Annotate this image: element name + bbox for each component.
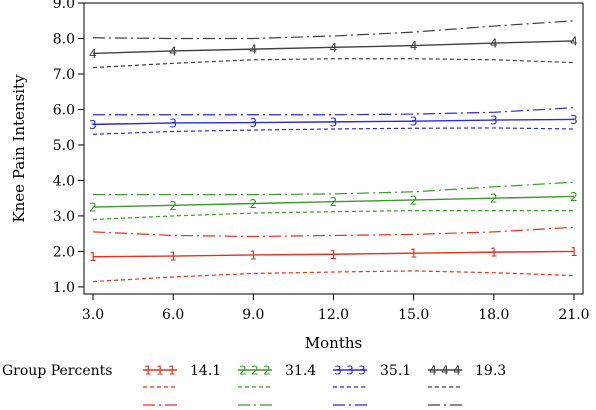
series-marker: 2 xyxy=(169,199,177,213)
legend-marker: 1 xyxy=(156,364,164,378)
legend-entry: 4 4 4 19.3 xyxy=(428,363,506,406)
series-upper-line xyxy=(92,20,575,40)
x-tick-label: 9.0 xyxy=(242,307,264,323)
series-upper-line xyxy=(92,226,575,238)
legend-marker: 2 xyxy=(263,364,271,378)
series-marker: 4 xyxy=(89,47,97,61)
series-marker: 1 xyxy=(169,250,177,264)
legend: Group Percents 1 1 1 14.1 2 2 2 31.4 3 3 3 35.1 4 4 4 1… xyxy=(2,363,506,406)
series-marker: 3 xyxy=(330,115,338,129)
series-line xyxy=(92,195,575,208)
series-group-4: 4 4 4 4 4 4 4 xyxy=(89,20,578,69)
legend-marker: 1 xyxy=(144,364,152,378)
x-tick-label: 15.0 xyxy=(398,307,429,323)
x-tick-label: 6.0 xyxy=(162,307,184,323)
series-marker: 4 xyxy=(250,43,258,57)
series-group-3: 3 3 3 3 3 3 3 xyxy=(89,107,578,135)
legend-marker: 4 xyxy=(441,364,449,378)
series-marker: 2 xyxy=(570,190,578,204)
legend-series-name: 14.1 xyxy=(190,363,221,379)
series-marker: 3 xyxy=(570,113,578,127)
series-line xyxy=(92,250,575,258)
series-marker: 3 xyxy=(250,116,258,130)
legend-marker: 3 xyxy=(334,364,342,378)
x-tick-label: 3.0 xyxy=(82,307,104,323)
series-marker: 1 xyxy=(89,250,97,264)
series-marker: 1 xyxy=(330,248,338,262)
series-line xyxy=(92,118,575,126)
series-marker: 1 xyxy=(250,248,258,262)
legend-marker: 4 xyxy=(429,364,437,378)
x-tick-label: 12.0 xyxy=(318,307,349,323)
series-marker: 3 xyxy=(490,114,498,128)
x-tick-label: 21.0 xyxy=(558,307,589,323)
y-tick-label: 5.0 xyxy=(53,138,75,154)
legend-marker: 2 xyxy=(239,364,247,378)
y-tick-label: 8.0 xyxy=(53,31,75,47)
series-marker: 4 xyxy=(169,44,177,58)
y-tick-label: 1.0 xyxy=(53,280,75,296)
legend-marker: 2 xyxy=(251,364,259,378)
series-marker: 4 xyxy=(330,41,338,55)
series-upper-line xyxy=(93,181,575,196)
y-tick-label: 3.0 xyxy=(53,209,75,225)
y-tick-label: 2.0 xyxy=(53,244,75,260)
y-tick-label: 6.0 xyxy=(53,102,75,118)
series-lower-line xyxy=(92,58,575,69)
series-marker: 2 xyxy=(490,192,498,206)
series-marker: 3 xyxy=(169,116,177,130)
series-marker: 2 xyxy=(250,197,258,211)
y-tick-label: 7.0 xyxy=(53,67,75,83)
x-axis: 3.0 6.0 9.0 12.0 15.0 18.0 21.0 xyxy=(82,294,590,323)
series-marker: 1 xyxy=(570,245,578,259)
series-marker: 4 xyxy=(570,34,578,48)
legend-series-name: 19.3 xyxy=(475,363,506,379)
legend-series-name: 35.1 xyxy=(380,363,411,379)
series-marker: 4 xyxy=(410,39,418,53)
series-group-2: 2 2 2 2 2 2 2 xyxy=(89,181,578,221)
y-axis: 1.0 2.0 3.0 4.0 5.0 6.0 7.0 8.0 9.0 xyxy=(53,0,84,296)
legend-series-name: 31.4 xyxy=(285,363,316,379)
series-marker: 1 xyxy=(490,246,498,260)
y-tick-label: 9.0 xyxy=(53,0,75,12)
y-tick-label: 4.0 xyxy=(53,173,75,189)
series-marker: 3 xyxy=(89,118,97,132)
series-marker: 2 xyxy=(330,195,338,209)
y-axis-label: Knee Pain Intensity xyxy=(10,74,28,223)
plot-area: 1 1 1 1 1 1 1 2 2 2 2 2 2 2 3 3 3 3 3 3 3 4 4 4 4 4 4 4 xyxy=(83,2,584,295)
series-marker: 4 xyxy=(490,37,498,51)
legend-entry: 1 1 1 14.1 xyxy=(143,363,221,406)
series-marker: 2 xyxy=(410,193,418,207)
series-lower-line xyxy=(92,127,575,135)
series-marker: 3 xyxy=(410,115,418,129)
series-upper-line xyxy=(93,107,575,116)
legend-marker: 3 xyxy=(358,364,366,378)
series-group-1: 1 1 1 1 1 1 1 xyxy=(89,226,578,283)
legend-entry: 2 2 2 31.4 xyxy=(238,363,316,406)
legend-marker: 3 xyxy=(346,364,354,378)
x-tick-label: 18.0 xyxy=(478,307,509,323)
x-axis-label: Months xyxy=(305,334,362,352)
series-layer: 1 1 1 1 1 1 1 2 2 2 2 2 2 2 3 3 3 3 3 3 3 4 4 4 4 4 4 4 xyxy=(89,20,578,283)
series-lower-line xyxy=(92,210,574,221)
legend-marker: 1 xyxy=(168,364,176,378)
series-lower-line xyxy=(92,270,575,283)
series-line xyxy=(92,40,575,55)
legend-title: Group Percents xyxy=(2,363,112,379)
series-marker: 2 xyxy=(89,201,97,215)
legend-entry: 3 3 3 35.1 xyxy=(333,363,411,406)
legend-marker: 4 xyxy=(453,364,461,378)
series-marker: 1 xyxy=(410,247,418,261)
